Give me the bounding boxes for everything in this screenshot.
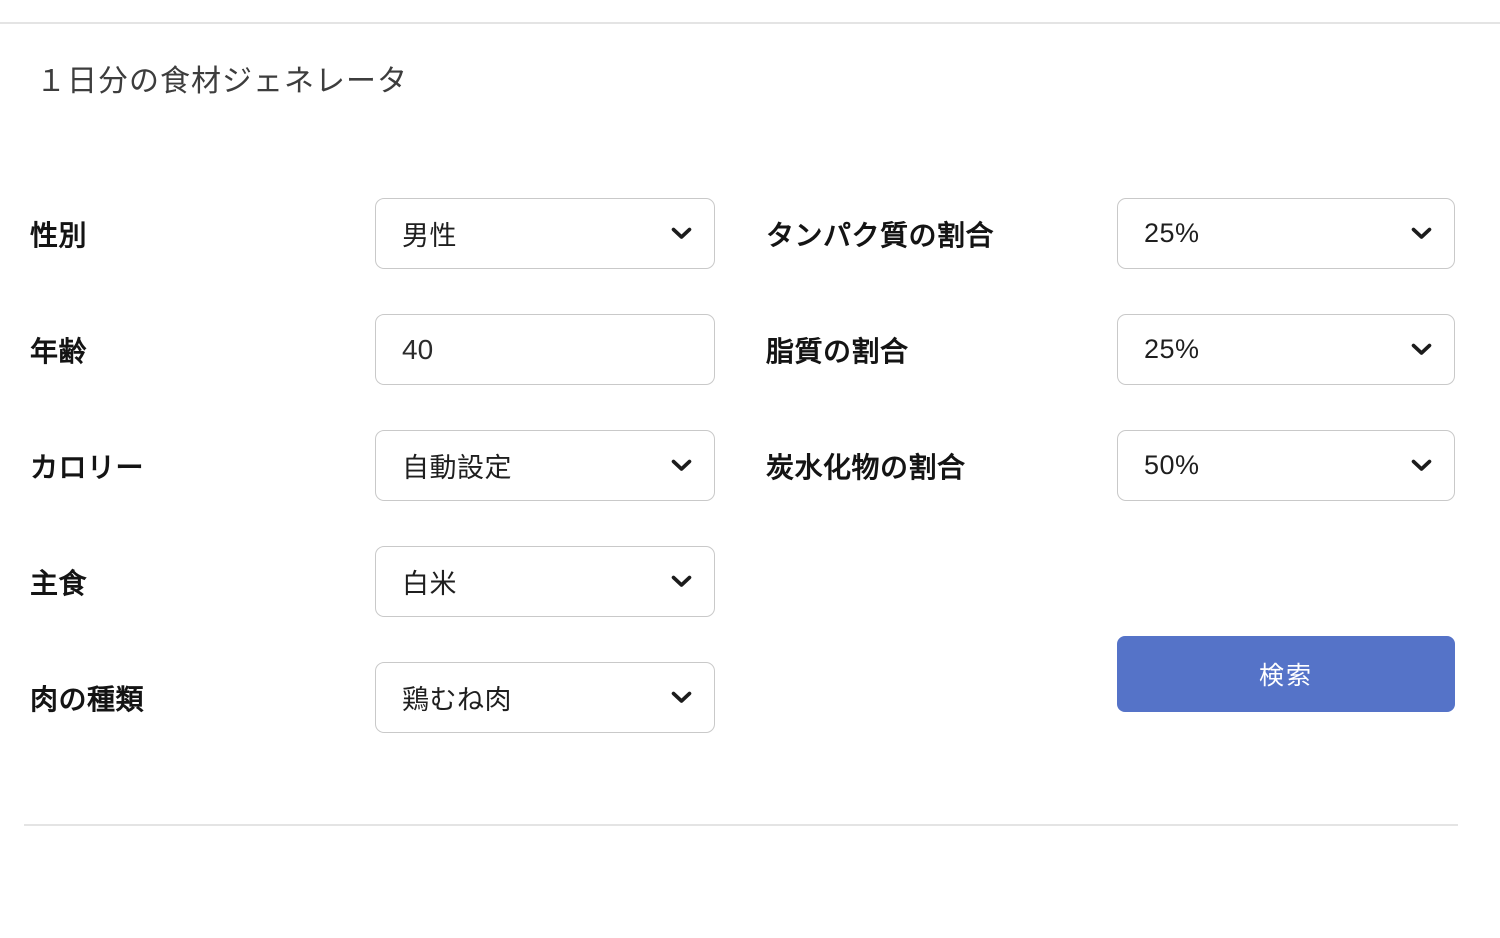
staple-food-select[interactable]: 白米 [375,546,715,617]
chevron-down-icon [671,575,692,587]
page-title: １日分の食材ジェネレータ [36,65,408,98]
calorie-label: カロリー [30,451,145,483]
top-divider [0,22,1500,24]
age-field-wrapper [375,314,715,385]
meat-type-select[interactable]: 鶏むね肉 [375,662,715,733]
protein-ratio-label: タンパク質の割合 [766,219,995,251]
gender-label: 性別 [30,219,88,251]
carbs-ratio-select-value: 50% [1144,450,1200,480]
protein-ratio-select[interactable]: 25% [1117,198,1455,269]
protein-ratio-select-value: 25% [1144,218,1200,248]
age-label: 年齢 [30,335,88,367]
fat-ratio-select[interactable]: 25% [1117,314,1455,385]
calorie-select-value: 自動設定 [402,453,512,483]
calorie-select[interactable]: 自動設定 [375,430,715,501]
gender-select[interactable]: 男性 [375,198,715,269]
staple-food-select-value: 白米 [402,569,457,599]
chevron-down-icon [671,691,692,703]
age-input[interactable] [402,315,714,384]
chevron-down-icon [671,227,692,239]
meat-type-select-value: 鶏むね肉 [402,685,512,715]
fat-ratio-label: 脂質の割合 [766,335,909,367]
carbs-ratio-select[interactable]: 50% [1117,430,1455,501]
staple-food-label: 主食 [30,567,88,599]
chevron-down-icon [1411,459,1432,471]
chevron-down-icon [1411,227,1432,239]
search-button[interactable]: 検索 [1117,636,1455,712]
chevron-down-icon [671,459,692,471]
bottom-divider [24,824,1458,826]
carbs-ratio-label: 炭水化物の割合 [766,451,966,483]
chevron-down-icon [1411,343,1432,355]
meat-type-label: 肉の種類 [30,683,145,715]
fat-ratio-select-value: 25% [1144,334,1200,364]
gender-select-value: 男性 [402,221,457,251]
